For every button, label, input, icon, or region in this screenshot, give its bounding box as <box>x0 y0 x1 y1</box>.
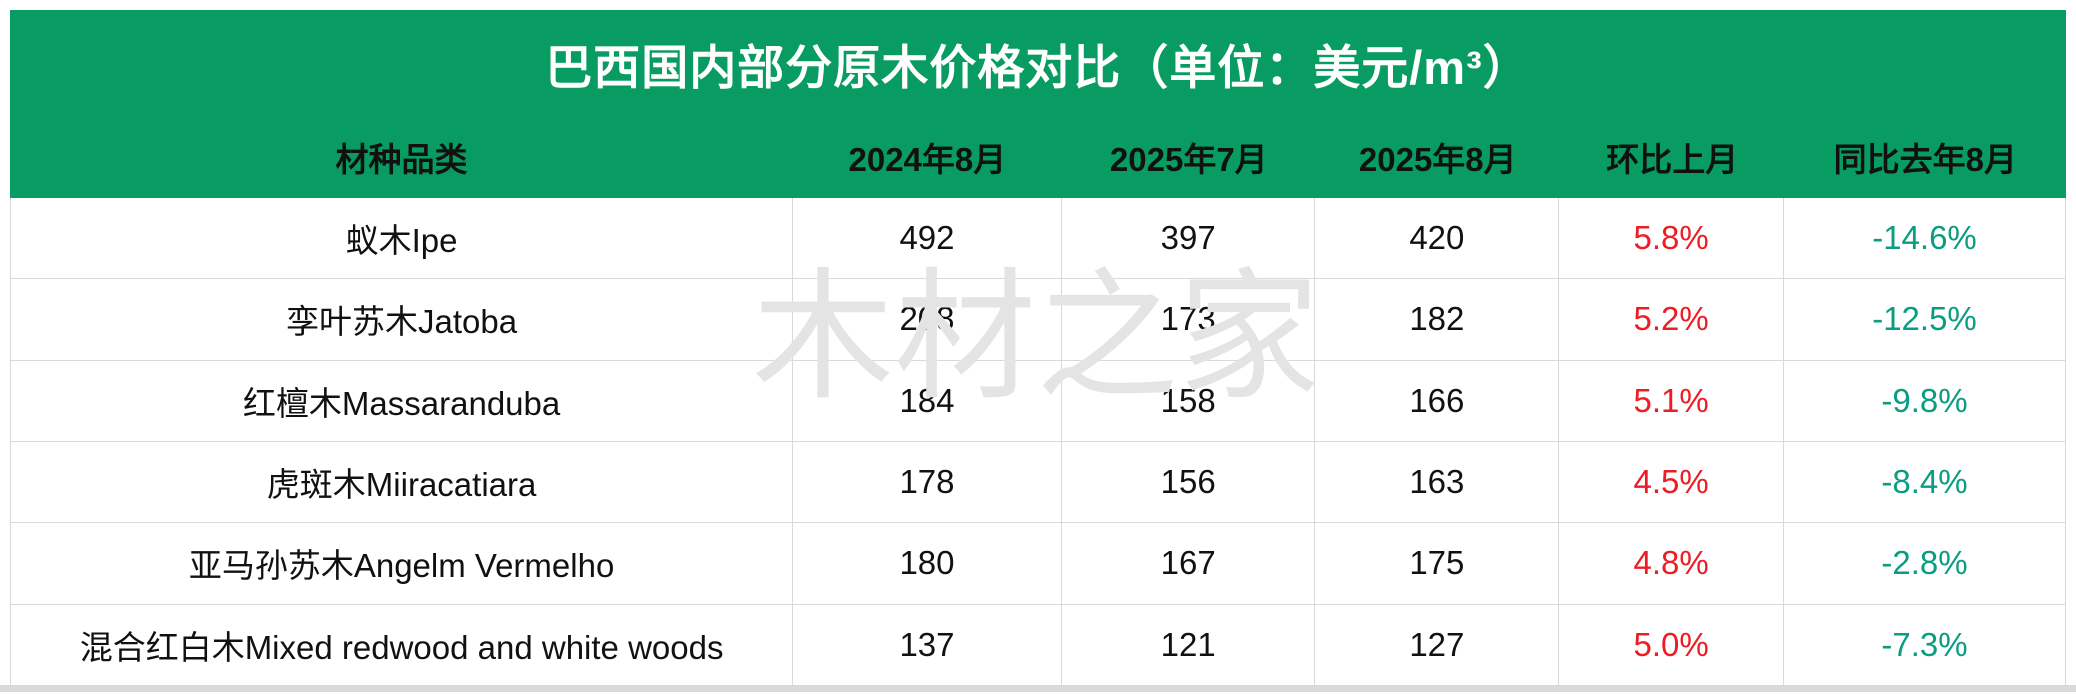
value-cell: 178 <box>793 441 1062 523</box>
table-header-band: 巴西国内部分原木价格对比（单位：美元/m³） 材种品类 2024年8月 2025年7… <box>10 10 2066 198</box>
species-name-cell: 蚁木Ipe <box>11 198 794 279</box>
species-name-cell: 虎斑木Miiracatiara <box>11 441 794 523</box>
table-row: 蚁木Ipe 492 397 420 5.8% -14.6% <box>11 198 2065 280</box>
value-cell: 167 <box>1062 523 1316 604</box>
value-cell: 420 <box>1315 198 1560 279</box>
table-row: 孪叶苏木Jatoba 208 173 182 5.2% -12.5% <box>11 279 2065 361</box>
table-row: 虎斑木Miiracatiara 178 156 163 4.5% -8.4% <box>11 441 2065 524</box>
value-cell: -9.8% <box>1881 381 1968 419</box>
value-cell: 121 <box>1062 604 1316 685</box>
price-comparison-table: 巴西国内部分原木价格对比（单位：美元/m³） 材种品类 2024年8月 2025年7… <box>10 10 2066 686</box>
table-row: 混合红白木Mixed redwood and white woods 137 121… <box>11 604 2065 686</box>
column-header-5: 同比去年8月 <box>1833 141 2018 178</box>
value-cell: 5.0% <box>1559 604 1784 685</box>
value-cell: 180 <box>793 523 1062 604</box>
value-cell: 166 <box>1315 360 1560 441</box>
value-cell: 156 <box>1062 441 1316 523</box>
value-cell: 163 <box>1315 441 1560 523</box>
value-cell: 4.5% <box>1559 441 1784 523</box>
value-cell: 184 <box>793 360 1062 441</box>
column-header-4: 环比上月 <box>1606 141 1739 178</box>
table-title: 巴西国内部分原木价格对比（单位：美元/m³） <box>545 40 1531 94</box>
bottom-edge-strip <box>0 685 2076 692</box>
value-cell: 397 <box>1062 198 1316 279</box>
species-name-cell: 孪叶苏木Jatoba <box>11 279 794 360</box>
column-header-row: 材种品类 2024年8月 2025年7月 2025年8月 环比上月 同比去年8月 <box>10 116 2066 198</box>
value-cell: 208 <box>793 279 1062 360</box>
species-name-cell: 红檀木Massaranduba <box>11 360 794 441</box>
value-cell: 5.2% <box>1559 279 1784 360</box>
column-header-1: 2024年8月 <box>848 141 1007 178</box>
table-row: 亚马孙苏木Angelm Vermelho 180 167 175 4.8% -2.8% <box>11 523 2065 605</box>
value-cell: -8.4% <box>1881 463 1968 501</box>
value-cell: 4.8% <box>1559 523 1784 604</box>
column-header-2: 2025年7月 <box>1109 141 1268 178</box>
value-cell: -12.5% <box>1872 300 1977 338</box>
value-cell: 182 <box>1315 279 1560 360</box>
value-cell: 173 <box>1062 279 1316 360</box>
species-name-cell: 混合红白木Mixed redwood and white woods <box>11 604 794 685</box>
value-cell: -2.8% <box>1881 544 1968 582</box>
value-cell: 137 <box>793 604 1062 685</box>
table-body: 蚁木Ipe 492 397 420 5.8% -14.6% 孪叶苏木Jatoba 208 173… <box>10 198 2066 686</box>
species-name-cell: 亚马孙苏木Angelm Vermelho <box>11 523 794 604</box>
value-cell: 5.1% <box>1559 360 1784 441</box>
value-cell: 492 <box>793 198 1062 279</box>
value-cell: -7.3% <box>1881 625 1968 663</box>
value-cell: 158 <box>1062 360 1316 441</box>
value-cell: 127 <box>1315 604 1560 685</box>
table-row: 红檀木Massaranduba 184 158 166 5.1% -9.8% <box>11 360 2065 442</box>
column-header-3: 2025年8月 <box>1358 141 1517 178</box>
column-header-0: 材种品类 <box>335 141 468 178</box>
value-cell: -14.6% <box>1872 219 1977 257</box>
value-cell: 5.8% <box>1559 198 1784 279</box>
value-cell: 175 <box>1315 523 1560 604</box>
